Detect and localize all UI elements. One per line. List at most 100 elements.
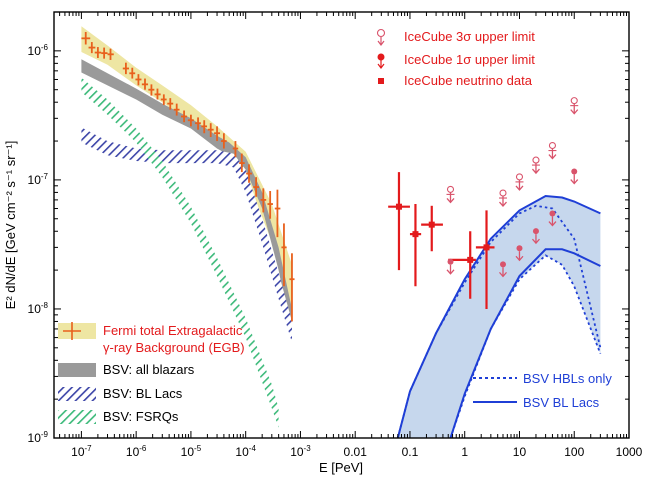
fermi-egb-point xyxy=(195,117,201,130)
legend-fermi-label: Fermi total Extragalactic xyxy=(103,323,243,338)
icecube-1sigma-upper-limit xyxy=(548,210,557,227)
legend-band-swatch xyxy=(58,387,96,401)
y-tick-label: 10-8 xyxy=(28,301,49,316)
x-tick-label: 1000 xyxy=(616,445,643,459)
x-tick-label: 100 xyxy=(564,445,584,459)
ul-3sigma-arrow-head xyxy=(570,109,579,115)
icecube-data-point xyxy=(448,231,476,299)
icecube-data-point xyxy=(421,205,443,252)
ul-1sigma-arrow-head xyxy=(446,269,455,275)
x-tick-label: 10-6 xyxy=(126,444,147,459)
fermi-egb-point xyxy=(246,164,252,183)
x-tick-label: 10-7 xyxy=(71,444,92,459)
fermi-egb-point xyxy=(214,126,221,142)
fermi-egb-point xyxy=(81,31,91,45)
icecube-marker xyxy=(428,221,435,228)
fermi-egb-point xyxy=(260,188,267,213)
x-tick-label: 0.1 xyxy=(402,445,419,459)
fermi-egb-point xyxy=(88,42,96,54)
legend-top-label: IceCube 1σ upper limit xyxy=(404,52,535,67)
icecube-data-point xyxy=(388,172,410,271)
ul-1sigma-arrow-head xyxy=(515,255,524,262)
legend-bottom-label: BSV HBLs only xyxy=(523,371,612,386)
x-tick-label: 0.01 xyxy=(344,445,368,459)
ul-3sigma-circle xyxy=(570,97,578,105)
icecube-1sigma-upper-limit xyxy=(446,258,455,275)
y-axis-label: E² dN/dE [GeV cm⁻² s⁻¹ sr⁻¹] xyxy=(3,141,18,310)
fermi-egb-point xyxy=(232,141,239,158)
legend-left-item: BSV: BL Lacs xyxy=(58,386,183,401)
legend-bottom-label: BSV BL Lacs xyxy=(523,395,600,410)
bsv-hbl-lower-line xyxy=(449,254,602,438)
fermi-egb-point xyxy=(239,153,245,173)
ul-1sigma-arrow-head xyxy=(499,271,507,278)
fermi-egb-point xyxy=(207,123,214,137)
icecube-1sigma-upper-limit xyxy=(570,168,579,185)
legend-top-item: IceCube 3σ upper limit xyxy=(376,28,535,46)
legend-ul-open-head xyxy=(377,40,385,46)
ul-1sigma-arrow-head xyxy=(531,238,540,245)
ul-3sigma-arrow-head xyxy=(515,185,524,191)
icecube-3sigma-upper-limit xyxy=(570,97,579,115)
legend-icecube: IceCube 3σ upper limit IceCube 1σ upper l… xyxy=(376,28,535,88)
ul-1sigma-dot xyxy=(571,168,578,175)
y-tick-label: 10-9 xyxy=(28,430,49,445)
ul-3sigma-circle xyxy=(446,185,455,193)
legend-left-item: Fermi total Extragalactic γ-ray Backgroun… xyxy=(58,322,245,355)
legend-top-item: IceCube neutrino data xyxy=(378,73,533,88)
ul-1sigma-dot xyxy=(447,258,454,265)
bsv-hbl-upper-line xyxy=(396,204,602,438)
legend-ul-open-icon xyxy=(376,28,386,38)
fermi-egb-point xyxy=(281,223,287,287)
ul-3sigma-arrow-head xyxy=(548,154,557,160)
fermi-egb-point xyxy=(181,110,188,123)
legend-band-swatch xyxy=(58,410,96,424)
fermi-egb-point xyxy=(187,114,194,127)
legend-band-swatch xyxy=(58,363,96,377)
x-axis-label: E [PeV] xyxy=(319,460,363,475)
icecube-1sigma-upper-limit xyxy=(531,228,540,245)
icecube-3sigma-upper-limit xyxy=(498,189,507,208)
x-tick-label: 1 xyxy=(461,445,468,459)
ul-3sigma-circle xyxy=(532,156,540,164)
fermi-egb-point xyxy=(221,133,227,149)
y-tick-label: 10-7 xyxy=(28,172,49,187)
x-tick-label: 10-4 xyxy=(235,444,256,459)
legend-left-label: BSV: FSRQs xyxy=(103,409,179,424)
fermi-egb-point xyxy=(122,62,129,75)
fermi-egb-band xyxy=(81,26,293,309)
icecube-marker xyxy=(467,256,474,263)
icecube-3sigma-upper-limit xyxy=(531,156,540,175)
icecube-3sigma-upper-limit xyxy=(515,173,524,191)
fermi-egb-point xyxy=(167,98,174,110)
icecube-3sigma-upper-limit xyxy=(446,185,455,204)
icecube-marker xyxy=(395,203,402,210)
fermi-egb-point xyxy=(148,84,155,96)
ul-3sigma-arrow-head xyxy=(446,197,455,204)
ul-3sigma-circle xyxy=(548,141,556,150)
bsv-bl-lacs-band xyxy=(81,127,293,343)
legend-top-item: IceCube 1σ upper limit xyxy=(377,52,535,69)
x-tick-label: 10-5 xyxy=(181,444,202,459)
fermi-egb-point xyxy=(253,177,259,197)
bsv-bl-lacs-upper-line xyxy=(396,194,601,438)
fermi-egb-point xyxy=(101,47,108,59)
icecube-1sigma-upper-limit xyxy=(515,245,524,262)
x-tick-label: 10-3 xyxy=(290,444,311,459)
y-tick-label: 10-6 xyxy=(28,43,49,58)
fermi-egb-point xyxy=(267,191,273,219)
fermi-egb-point xyxy=(160,94,167,106)
icecube-marker xyxy=(412,231,419,238)
fermi-egb-point xyxy=(173,103,180,116)
ul-3sigma-circle xyxy=(499,189,507,197)
ul-3sigma-arrow-head xyxy=(531,168,540,175)
ul-1sigma-dot xyxy=(499,261,506,268)
icecube-data-point xyxy=(475,210,495,309)
legend-top-label: IceCube neutrino data xyxy=(404,73,533,88)
fermi-egb-point xyxy=(94,47,102,59)
ul-1sigma-arrow-head xyxy=(548,221,557,227)
plot-frame xyxy=(53,11,630,439)
fermi-egb-point xyxy=(289,253,295,322)
legend-left-item: BSV: FSRQs xyxy=(58,409,179,424)
legend-bsv-neutrino: BSV HBLs only BSV BL Lacs xyxy=(473,371,612,410)
